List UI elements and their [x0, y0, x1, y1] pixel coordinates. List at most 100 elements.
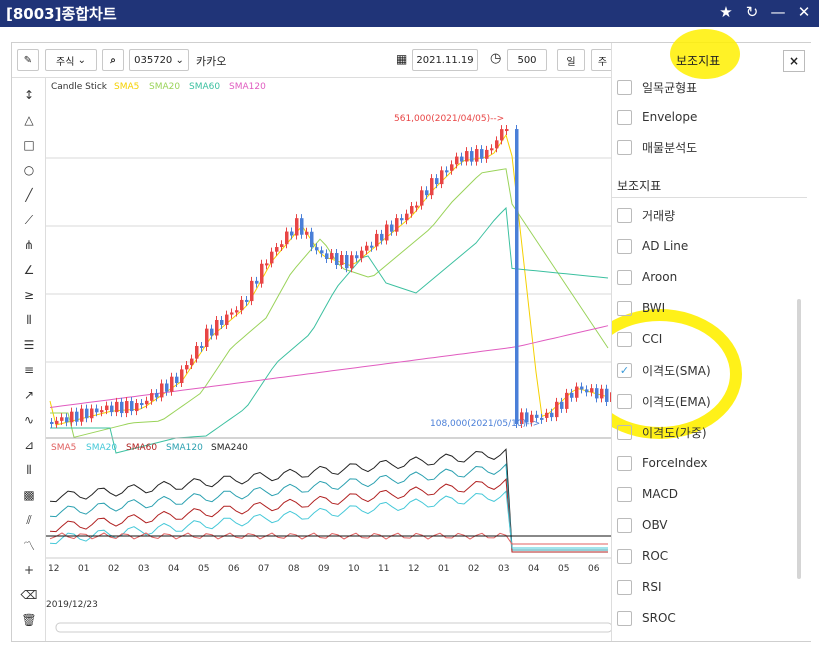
- checkbox-checked[interactable]: ✓: [617, 362, 632, 378]
- trash-icon[interactable]: 🗑: [21, 613, 37, 627]
- checkbox[interactable]: [617, 455, 632, 471]
- angle-icon[interactable]: ∠: [23, 263, 35, 277]
- indicator-item[interactable]: MACD: [617, 484, 678, 504]
- horizontal-scrollbar[interactable]: [55, 622, 613, 633]
- panel-title: 보조지표: [676, 54, 721, 68]
- checkbox[interactable]: [617, 486, 632, 502]
- panel-close-button[interactable]: ×: [783, 50, 805, 72]
- checkbox[interactable]: [617, 424, 632, 440]
- plus-icon[interactable]: +: [23, 563, 35, 577]
- trend-up-icon[interactable]: ↗: [23, 388, 35, 402]
- indicator-label: 이격도(가중): [642, 425, 707, 440]
- grid-icon[interactable]: ▩: [23, 488, 35, 502]
- fan-icon[interactable]: ⋔: [23, 238, 35, 252]
- checkbox[interactable]: [617, 393, 632, 409]
- list-lines-icon[interactable]: ☰: [23, 338, 35, 352]
- x-tick-label: 06: [588, 564, 600, 574]
- candle-body: [395, 218, 399, 232]
- sub-legend-sma120: SMA120: [166, 443, 203, 453]
- candle-body: [170, 376, 174, 392]
- checkbox[interactable]: [617, 238, 632, 254]
- star-icon[interactable]: ★: [719, 3, 733, 21]
- checkbox[interactable]: [617, 269, 632, 285]
- checkbox[interactable]: [617, 109, 632, 125]
- line-icon[interactable]: ╱: [25, 188, 33, 202]
- candle-body: [580, 386, 584, 390]
- indicator-item[interactable]: Envelope: [617, 107, 697, 127]
- indicator-item[interactable]: 일목균형표: [617, 79, 697, 97]
- checkbox[interactable]: [617, 331, 632, 347]
- indicator-item[interactable]: ForceIndex: [617, 453, 708, 473]
- count-field[interactable]: 500: [507, 49, 547, 71]
- line-add-icon[interactable]: ⟋: [24, 212, 34, 227]
- indicator-item[interactable]: 이격도(가중): [617, 422, 707, 442]
- indicator-label: Envelope: [642, 110, 698, 124]
- candle-body: [105, 405, 109, 411]
- highlight-marker-title: [670, 29, 740, 79]
- indicator-item[interactable]: 거래량: [617, 205, 675, 225]
- candle-body: [255, 280, 259, 284]
- checkbox[interactable]: [617, 300, 632, 316]
- candle-body: [85, 408, 89, 419]
- triangle-icon[interactable]: △: [24, 113, 34, 127]
- close-icon[interactable]: ✕: [797, 3, 811, 21]
- wave-icon[interactable]: ∿: [23, 413, 35, 427]
- bars-icon[interactable]: ⦀: [26, 462, 32, 477]
- crosshair-vertical-icon[interactable]: ↕: [23, 88, 35, 102]
- refresh-icon[interactable]: ↻: [745, 3, 759, 21]
- legend-candle: Candle Stick: [51, 82, 108, 92]
- candle-body: [95, 408, 99, 413]
- indicator-label: 이격도(EMA): [642, 394, 711, 409]
- list-lines-2-icon[interactable]: ≡: [23, 363, 35, 377]
- indicator-item[interactable]: AD Line: [617, 236, 688, 256]
- minimize-icon[interactable]: —: [770, 3, 786, 21]
- clock-icon[interactable]: ◷: [490, 51, 502, 66]
- indicator-item[interactable]: SROC: [617, 608, 676, 628]
- indicator-item[interactable]: 매물분석도: [617, 137, 697, 157]
- search-icon[interactable]: ⌕: [102, 49, 124, 71]
- indicator-item[interactable]: 이격도(EMA): [617, 391, 711, 411]
- indicator-item[interactable]: ✓ 이격도(SMA): [617, 360, 711, 380]
- vertical-lines-icon[interactable]: ⫴: [26, 312, 32, 327]
- candle-body: [345, 255, 349, 269]
- candle-body: [200, 345, 204, 348]
- candle-body: [475, 149, 479, 162]
- indicator-item[interactable]: OBV: [617, 515, 668, 535]
- period-day-button[interactable]: 일: [557, 49, 585, 71]
- chart-area[interactable]: Candle Stick SMA5 SMA20 SMA60 SMA120 561…: [46, 78, 629, 641]
- checkbox[interactable]: [617, 517, 632, 533]
- zigzag-icon[interactable]: ≥: [23, 288, 35, 302]
- date-field[interactable]: 2021.11.19: [412, 49, 478, 71]
- indicator-item[interactable]: ROC: [617, 546, 668, 566]
- legend-sma120: SMA120: [229, 82, 266, 92]
- checkbox[interactable]: [617, 207, 632, 223]
- circle-icon[interactable]: ○: [23, 163, 35, 177]
- zigzag-2-icon[interactable]: 〽: [22, 538, 35, 553]
- period-week-button[interactable]: 주: [591, 49, 613, 71]
- indicator-item[interactable]: RSI: [617, 577, 662, 597]
- x-tick-label: 03: [498, 564, 509, 574]
- indicator-item[interactable]: CCI: [617, 329, 662, 349]
- candle-body: [130, 401, 134, 412]
- angle-2-icon[interactable]: ⊿: [23, 438, 35, 452]
- eraser-icon[interactable]: ⌫: [20, 588, 38, 602]
- parallel-icon[interactable]: ⫽: [26, 512, 32, 527]
- checkbox[interactable]: [617, 548, 632, 564]
- candle-body: [515, 129, 519, 424]
- rectangle-icon[interactable]: □: [23, 138, 35, 152]
- code-select[interactable]: 035720 ⌄: [129, 49, 189, 71]
- candle-body: [340, 255, 344, 266]
- pencil-icon[interactable]: ✎: [17, 49, 39, 71]
- checkbox[interactable]: [617, 610, 632, 626]
- candle-body: [225, 314, 229, 325]
- indicator-item[interactable]: Aroon: [617, 267, 677, 287]
- checkbox[interactable]: [617, 139, 632, 155]
- checkbox[interactable]: [617, 79, 632, 95]
- price-chart-svg[interactable]: Candle Stick SMA5 SMA20 SMA60 SMA120 561…: [46, 78, 629, 641]
- calendar-icon[interactable]: ▦: [396, 52, 408, 66]
- indicator-item[interactable]: BWI: [617, 298, 665, 318]
- checkbox[interactable]: [617, 579, 632, 595]
- market-select[interactable]: 주식 ⌄: [45, 49, 97, 71]
- candle-body: [145, 400, 149, 405]
- panel-scrollbar[interactable]: [797, 299, 801, 579]
